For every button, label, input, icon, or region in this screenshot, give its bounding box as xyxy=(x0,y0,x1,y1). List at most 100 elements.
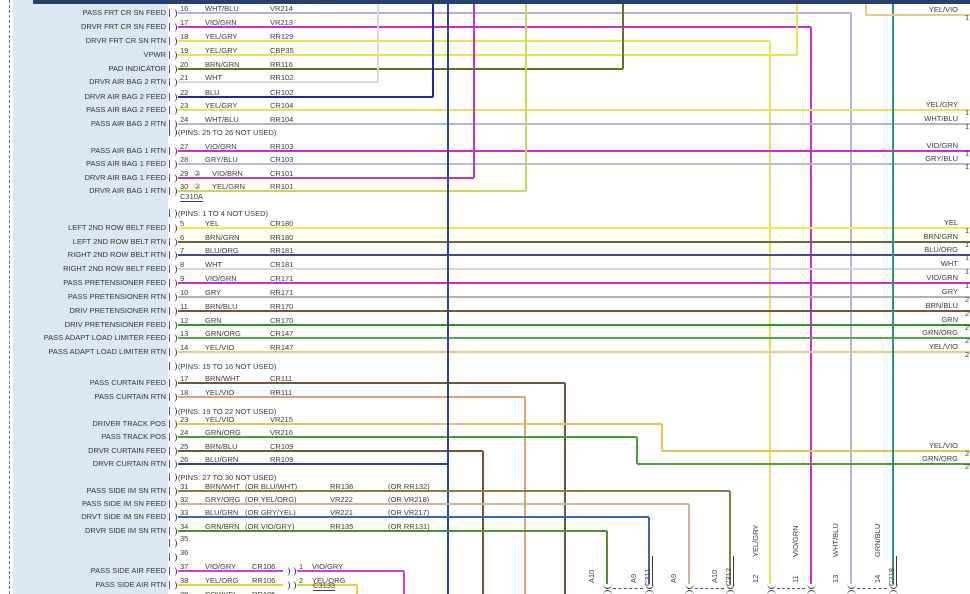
right-exit-pin: 2 xyxy=(965,449,970,458)
wire-color-label: VIO/BRN xyxy=(212,169,243,178)
bottom-connector-dash xyxy=(695,588,724,589)
right-exit-pin: 2 xyxy=(965,350,970,359)
module-pin-arc xyxy=(171,446,177,456)
bottom-connector-name: C218 xyxy=(887,556,897,586)
pins-note: (PINS: 15 TO 16 NOT USED) xyxy=(178,362,277,371)
wire-segment xyxy=(178,268,970,270)
wire-segment xyxy=(297,570,404,572)
wire-alt-color-label: (OR GRY/YEL) xyxy=(245,508,296,517)
wire-color-label: YEL/VIO xyxy=(205,415,235,424)
bottom-wire-name: VIO/GRN xyxy=(791,525,800,557)
wire-segment xyxy=(377,4,379,82)
pins-note: (PINS: 25 TO 26 NOT USED) xyxy=(178,128,277,137)
wire-segment xyxy=(178,382,565,384)
module-pin-arc xyxy=(171,392,177,402)
wire-segment xyxy=(178,490,730,492)
wire-segment xyxy=(482,451,484,594)
right-exit-label: BRN/BLU xyxy=(925,301,958,310)
wire-segment xyxy=(524,397,526,594)
wire-segment xyxy=(178,109,970,111)
pin-number: 24 xyxy=(180,428,189,437)
pin-number: 29 xyxy=(180,169,189,178)
circuit-label: RR171 xyxy=(270,288,294,297)
signal-label: PASS SIDE IM SN FEED xyxy=(81,499,166,508)
module-pin-tick xyxy=(169,251,170,259)
wire-segment xyxy=(637,463,970,465)
module-pin-arc xyxy=(171,237,177,247)
module-pin-tick xyxy=(169,581,170,589)
wire-segment xyxy=(297,584,357,586)
wire-color-label: BRN/GRN xyxy=(205,233,240,242)
circuit-label: RR109 xyxy=(270,455,294,464)
bottom-pin-label: A10 xyxy=(710,569,719,583)
bottom-wire-name: YEL/GRY xyxy=(751,524,760,557)
inline-pin-number: 2 xyxy=(299,576,304,585)
wire-color-label: YEL xyxy=(205,219,220,228)
wire-color-label: YEL/GRN xyxy=(212,182,245,191)
module-pin-tick xyxy=(169,539,170,547)
wire-segment xyxy=(178,254,970,256)
module-pin-arc xyxy=(171,320,177,330)
pin-number: 19 xyxy=(180,46,189,55)
pin-number: 28 xyxy=(180,155,189,164)
circuit-alt-label: (OR VR217) xyxy=(388,508,430,517)
module-pin-arc xyxy=(171,50,177,60)
circuit-label: VR214 xyxy=(270,4,293,13)
wire-segment xyxy=(178,123,970,125)
module-pin-tick xyxy=(169,567,170,575)
circuit-label: CR104 xyxy=(270,101,294,110)
wire-color-label: BLU/GRN xyxy=(205,455,239,464)
wire-segment xyxy=(729,491,731,584)
wire-color-label: BRN/GRN xyxy=(205,60,240,69)
module-pin-tick xyxy=(169,65,170,73)
module-pin-arc xyxy=(171,459,177,469)
bottom-connector-arc xyxy=(644,583,654,589)
wire-color-label: WHT/BLU xyxy=(205,115,239,124)
pin-number: 5 xyxy=(180,219,185,228)
module-pin-arc xyxy=(171,499,177,509)
wire-segment xyxy=(178,570,283,572)
pin-number: 37 xyxy=(180,562,189,571)
inline-connector-arc xyxy=(290,566,296,576)
right-exit-pin: 1 xyxy=(965,240,970,249)
right-exit-pin: 2 xyxy=(965,295,970,304)
signal-label: DRVR FRT CR SN RTN xyxy=(85,36,166,45)
module-pin-arc xyxy=(171,92,177,102)
bottom-connector-dash xyxy=(613,588,643,589)
wire-segment xyxy=(796,4,798,55)
bottom-connector-arc xyxy=(725,583,735,589)
wire-segment xyxy=(769,41,771,584)
wire-segment xyxy=(178,337,970,339)
bottom-connector-arc xyxy=(766,583,776,589)
right-exit-pin: 2 xyxy=(965,462,970,471)
wire-segment xyxy=(473,4,475,178)
right-exit-label: GRN/ORG xyxy=(922,328,958,337)
circuit-label: RR102 xyxy=(270,73,294,82)
wire-segment xyxy=(810,27,812,584)
bottom-wire-name: WHT/BLU xyxy=(831,523,840,557)
wire-segment xyxy=(661,424,663,451)
module-pin-tick xyxy=(169,447,170,455)
wire-segment xyxy=(178,54,797,56)
inline-connector-label: C3133 xyxy=(313,581,336,591)
signal-label: LEFT 2ND ROW BELT FEED xyxy=(68,223,166,232)
circuit-label: RR116 xyxy=(270,60,293,69)
module-pin-tick xyxy=(169,433,170,441)
bottom-wire-name: GRN/BLU xyxy=(873,523,882,557)
module-pin-tick xyxy=(169,120,170,128)
module-pin-tick xyxy=(169,513,170,521)
wire-segment xyxy=(178,584,283,586)
signal-label: PASS ADAPT LOAD LIMITER FEED xyxy=(43,333,166,342)
signal-label: DRIV PRETENSIONER FEED xyxy=(64,320,166,329)
pin-number: 22 xyxy=(180,88,189,97)
right-exit-pin: 1 xyxy=(965,149,970,158)
signal-label: PASS CURTAIN FEED xyxy=(89,378,166,387)
circuit-alt-label: (OR VR218) xyxy=(388,495,430,504)
signal-label: DRVR AIR BAG 1 FEED xyxy=(84,173,166,182)
wire-segment xyxy=(178,177,474,179)
wire-grn-blu-trunk xyxy=(892,4,894,584)
module-pin-tick xyxy=(169,348,170,356)
signal-label: DRVR CURTAIN RTN xyxy=(92,459,166,468)
bottom-pin-label: 12 xyxy=(751,574,760,583)
right-exit-label: GRY xyxy=(941,287,958,296)
